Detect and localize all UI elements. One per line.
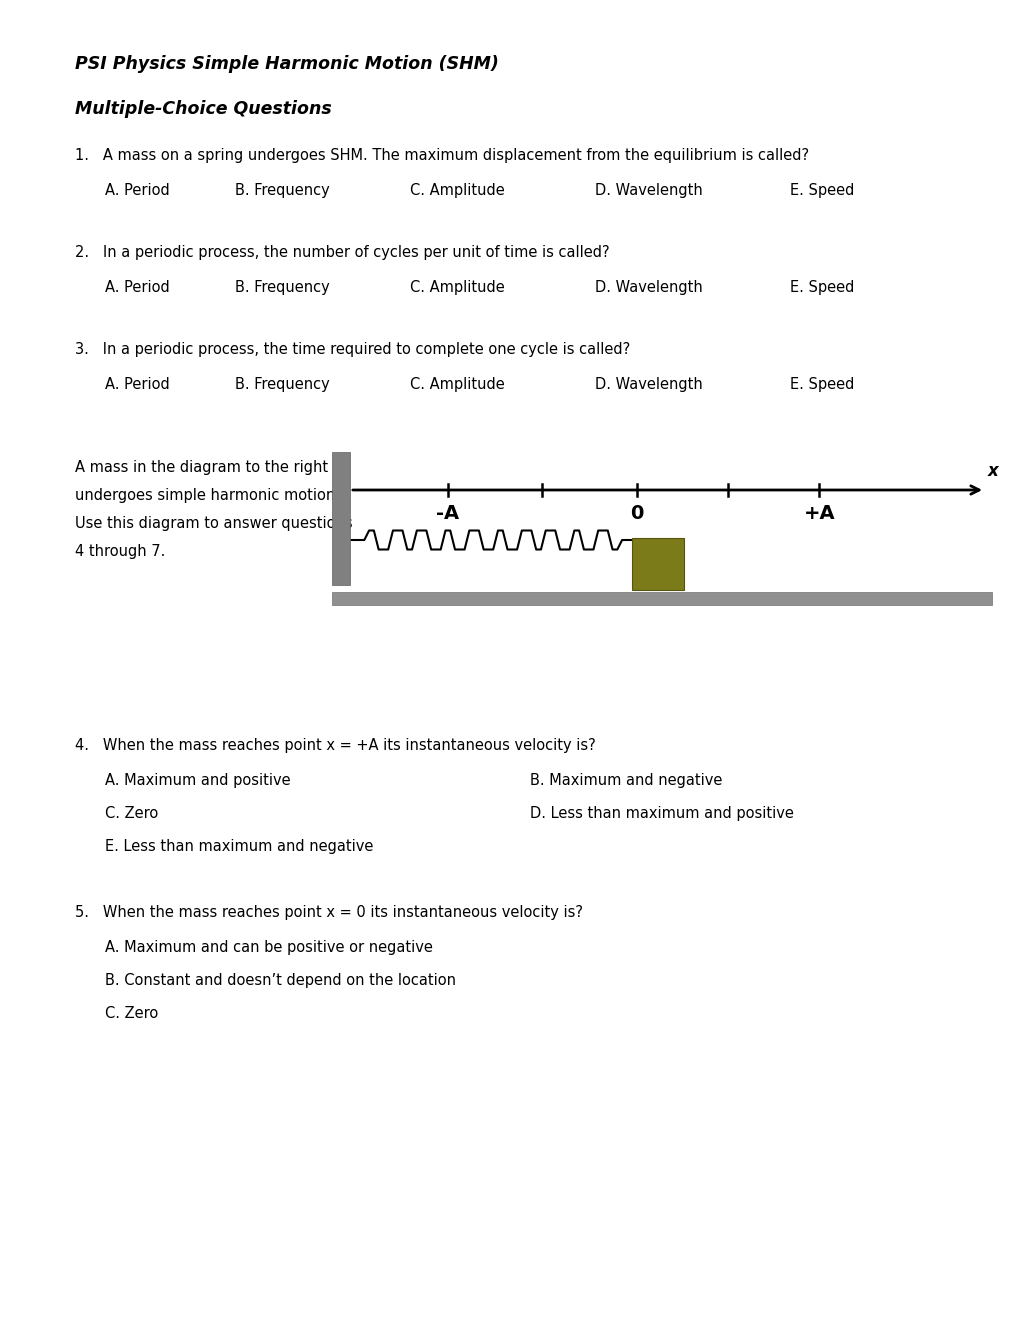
Text: C. Amplitude: C. Amplitude — [410, 378, 504, 392]
Text: 3.   In a periodic process, the time required to complete one cycle is called?: 3. In a periodic process, the time requi… — [75, 342, 630, 356]
Text: A. Period: A. Period — [105, 183, 169, 198]
Text: E. Speed: E. Speed — [790, 378, 854, 392]
Bar — [331, 451, 350, 585]
Text: D. Wavelength: D. Wavelength — [594, 183, 702, 198]
Text: 0: 0 — [630, 504, 643, 523]
Text: A. Period: A. Period — [105, 378, 169, 392]
Text: D. Wavelength: D. Wavelength — [594, 280, 702, 294]
Text: undergoes simple harmonic motion.: undergoes simple harmonic motion. — [75, 488, 339, 503]
Text: x: x — [987, 462, 998, 480]
Text: B. Maximum and negative: B. Maximum and negative — [530, 774, 721, 788]
Text: A. Maximum and can be positive or negative: A. Maximum and can be positive or negati… — [105, 940, 432, 954]
Text: C. Amplitude: C. Amplitude — [410, 183, 504, 198]
Bar — [331, 591, 991, 605]
Text: A mass in the diagram to the right: A mass in the diagram to the right — [75, 459, 328, 475]
Text: C. Amplitude: C. Amplitude — [410, 280, 504, 294]
Text: B. Frequency: B. Frequency — [234, 378, 329, 392]
Bar — [631, 539, 683, 590]
Text: -A: -A — [436, 504, 459, 523]
Text: 5.   When the mass reaches point x = 0 its instantaneous velocity is?: 5. When the mass reaches point x = 0 its… — [75, 906, 583, 920]
Text: E. Speed: E. Speed — [790, 280, 854, 294]
Text: A. Maximum and positive: A. Maximum and positive — [105, 774, 290, 788]
Text: B. Frequency: B. Frequency — [234, 183, 329, 198]
Text: D. Wavelength: D. Wavelength — [594, 378, 702, 392]
Text: +A: +A — [803, 504, 835, 523]
Text: 2.   In a periodic process, the number of cycles per unit of time is called?: 2. In a periodic process, the number of … — [75, 246, 609, 260]
Text: B. Constant and doesn’t depend on the location: B. Constant and doesn’t depend on the lo… — [105, 973, 455, 987]
Text: 4.   When the mass reaches point x = +A its instantaneous velocity is?: 4. When the mass reaches point x = +A it… — [75, 738, 595, 752]
Text: B. Frequency: B. Frequency — [234, 280, 329, 294]
Text: 1.   A mass on a spring undergoes SHM. The maximum displacement from the equilib: 1. A mass on a spring undergoes SHM. The… — [75, 148, 808, 162]
Text: A. Period: A. Period — [105, 280, 169, 294]
Text: PSI Physics Simple Harmonic Motion (SHM): PSI Physics Simple Harmonic Motion (SHM) — [75, 55, 498, 73]
Text: C. Zero: C. Zero — [105, 807, 158, 821]
Text: Multiple-Choice Questions: Multiple-Choice Questions — [75, 100, 331, 117]
Text: E. Speed: E. Speed — [790, 183, 854, 198]
Text: Use this diagram to answer questions: Use this diagram to answer questions — [75, 516, 353, 531]
Text: E. Less than maximum and negative: E. Less than maximum and negative — [105, 840, 373, 854]
Text: D. Less than maximum and positive: D. Less than maximum and positive — [530, 807, 793, 821]
Text: C. Zero: C. Zero — [105, 1006, 158, 1020]
Text: 4 through 7.: 4 through 7. — [75, 544, 165, 558]
